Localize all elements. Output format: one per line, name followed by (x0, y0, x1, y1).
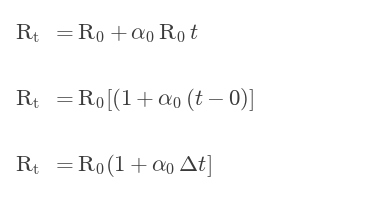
Text: $\mathrm{R_t}\;\;= \mathrm{R_0} + \alpha_0\,\mathrm{R_0}\,t$: $\mathrm{R_t}\;\;= \mathrm{R_0} + \alpha… (15, 22, 199, 45)
Text: $\mathrm{R_t}\;\;= \mathrm{R_0}(1 + \alpha_0\,\Delta t]$: $\mathrm{R_t}\;\;= \mathrm{R_0}(1 + \alp… (15, 152, 212, 179)
Text: $\mathrm{R_t}\;\;= \mathrm{R_0}[(1 + \alpha_0\,(t - 0)]$: $\mathrm{R_t}\;\;= \mathrm{R_0}[(1 + \al… (15, 86, 254, 113)
